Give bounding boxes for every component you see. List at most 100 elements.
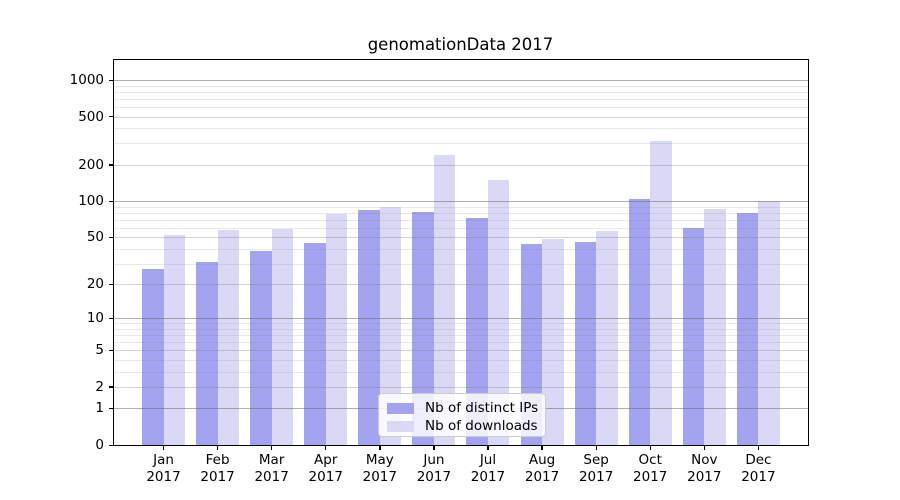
bar-distinct-ips-jun xyxy=(412,212,434,445)
bar-distinct-ips-nov xyxy=(682,227,705,445)
y-tick-label-500: 500 xyxy=(78,108,104,125)
y-tick-label-10: 10 xyxy=(86,310,104,327)
x-tick-label-feb: Feb 2017 xyxy=(200,452,235,485)
legend-label-distinct-ips: Nb of distinct IPs xyxy=(425,400,539,416)
x-tick-apr xyxy=(325,445,327,450)
gridline-y-800 xyxy=(114,91,808,93)
y-tick-100 xyxy=(109,200,114,202)
bar-downloads-may xyxy=(379,206,402,445)
x-tick-nov xyxy=(703,445,705,450)
gridline-y-7 xyxy=(114,335,808,337)
bar-distinct-ips-apr xyxy=(304,242,326,445)
bar-downloads-mar xyxy=(271,228,294,445)
gridline-y-900 xyxy=(114,85,808,87)
legend-item-downloads: Nb of downloads xyxy=(387,418,538,434)
bar-downloads-dec xyxy=(758,201,780,445)
y-tick-1000 xyxy=(109,79,114,81)
bar-distinct-ips-jan xyxy=(142,268,164,445)
x-tick-oct xyxy=(649,445,651,450)
bar-downloads-apr xyxy=(325,214,348,445)
bar-distinct-ips-may xyxy=(358,210,380,445)
bar-distinct-ips-oct xyxy=(628,198,651,445)
y-tick-20 xyxy=(109,283,114,285)
y-tick-label-5: 5 xyxy=(95,342,104,359)
x-tick-sep xyxy=(595,445,597,450)
bar-downloads-sep xyxy=(596,231,618,445)
x-tick-dec xyxy=(757,445,760,450)
legend-swatch-downloads xyxy=(387,420,414,432)
y-tick-50 xyxy=(109,236,114,239)
gridline-y-40 xyxy=(114,248,808,250)
x-tick-jun xyxy=(433,445,435,450)
gridline-y-10 xyxy=(114,318,808,320)
x-tick-aug xyxy=(541,445,543,450)
y-tick-label-20: 20 xyxy=(86,276,104,293)
bar-downloads-nov xyxy=(704,209,726,445)
gridline-y-2 xyxy=(114,386,808,388)
bar-downloads-feb xyxy=(217,230,240,445)
gridline-y-700 xyxy=(114,98,808,100)
x-tick-label-may: May 2017 xyxy=(362,452,397,485)
y-tick-label-100: 100 xyxy=(78,193,104,210)
gridline-y-90 xyxy=(114,206,808,208)
bar-downloads-jul xyxy=(487,180,510,445)
x-tick-label-jan: Jan 2017 xyxy=(146,452,181,485)
plot-area: Nb of distinct IPs Nb of downloads 0 1 2 5 1… xyxy=(70,59,809,485)
y-tick-2 xyxy=(109,386,114,388)
legend-item-distinct-ips: Nb of distinct IPs xyxy=(387,400,539,416)
bar-distinct-ips-jul xyxy=(466,218,488,445)
y-tick-200 xyxy=(109,164,114,166)
gridline-y-50 xyxy=(114,237,808,239)
bar-distinct-ips-sep xyxy=(574,241,597,445)
y-tick-500 xyxy=(109,116,114,118)
x-tick-label-sep: Sep 2017 xyxy=(578,452,614,485)
gridline-y-200 xyxy=(114,164,808,166)
gridline-y-6 xyxy=(114,342,808,344)
gridline-y-1000 xyxy=(114,80,808,81)
bar-distinct-ips-mar xyxy=(250,251,272,445)
y-tick-5 xyxy=(109,349,114,352)
bar-downloads-aug xyxy=(542,239,564,445)
bar-distinct-ips-feb xyxy=(196,261,218,445)
gridline-y-400 xyxy=(114,128,808,130)
x-tick-label-oct: Oct 2017 xyxy=(633,452,668,485)
y-tick-1 xyxy=(109,407,114,410)
x-tick-label-jun: Jun 2017 xyxy=(416,452,452,485)
gridline-y-500 xyxy=(114,116,808,118)
gridline-y-5 xyxy=(114,350,808,352)
legend: Nb of distinct IPs Nb of downloads xyxy=(378,393,546,437)
x-tick-label-aug: Aug 2017 xyxy=(524,452,560,485)
x-tick-jul xyxy=(487,445,489,450)
y-tick-label-1: 1 xyxy=(95,400,104,417)
gridline-y-80 xyxy=(114,212,808,214)
y-tick-label-0: 0 xyxy=(95,437,104,453)
x-tick-label-apr: Apr 2017 xyxy=(308,452,343,485)
chart-title: genomationData 2017 xyxy=(367,35,554,54)
gridline-y-70 xyxy=(114,219,808,221)
bar-downloads-oct xyxy=(650,141,672,445)
legend-label-downloads: Nb of downloads xyxy=(425,418,538,434)
gridline-y-3 xyxy=(114,371,808,373)
x-tick-feb xyxy=(216,445,219,450)
gridline-y-600 xyxy=(114,106,808,108)
gridline-y-60 xyxy=(114,227,808,229)
y-tick-label-1000: 1000 xyxy=(69,72,104,88)
y-tick-10 xyxy=(109,317,114,320)
gridline-y-4 xyxy=(114,359,808,361)
gridline-y-100 xyxy=(114,201,808,203)
y-tick-0 xyxy=(109,444,114,446)
gridline-y-300 xyxy=(114,143,808,145)
gridline-y-30 xyxy=(114,263,808,265)
y-tick-label-50: 50 xyxy=(86,229,104,246)
x-tick-label-jul: Jul 2017 xyxy=(470,452,506,485)
bar-distinct-ips-dec xyxy=(736,212,759,445)
x-tick-label-nov: Nov 2017 xyxy=(687,452,722,485)
x-tick-jan xyxy=(162,445,165,450)
y-tick-label-2: 2 xyxy=(95,378,104,395)
bar-downloads-jun xyxy=(433,154,456,445)
gridline-y-20 xyxy=(114,284,808,286)
bar-downloads-jan xyxy=(163,235,185,445)
x-tick-may xyxy=(379,445,381,450)
x-tick-label-dec: Dec 2017 xyxy=(741,452,776,485)
